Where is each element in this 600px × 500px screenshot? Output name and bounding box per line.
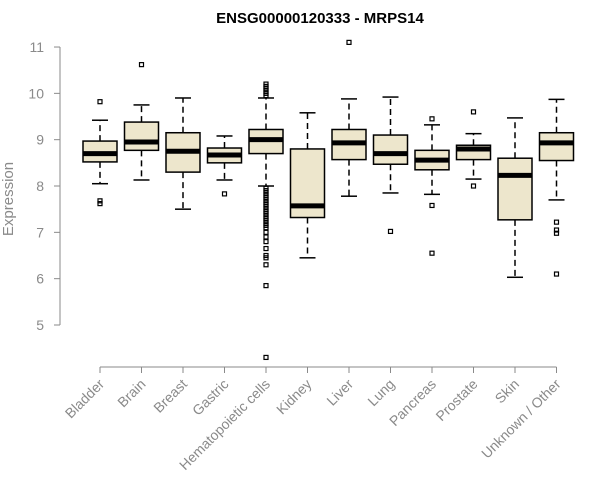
outlier-point: [346, 39, 352, 45]
outlier-point: [97, 201, 103, 207]
y-tick-label: 7: [36, 224, 44, 240]
box-hematopoietic-cells: [248, 81, 284, 361]
y-tick-label: 10: [28, 85, 44, 101]
outlier-point: [429, 116, 435, 122]
iqr-box: [538, 131, 575, 162]
x-tick-label: Unknown / Other: [478, 376, 564, 462]
y-axis: 5 6 7 8 9 10 11: [28, 39, 61, 333]
outlier-point: [263, 239, 269, 245]
outlier-point: [429, 202, 435, 209]
box-unknown-other: [538, 98, 575, 277]
outlier-point: [263, 234, 269, 240]
outlier-point: [553, 230, 560, 236]
box-lung: [372, 96, 409, 235]
iqr-box: [123, 121, 160, 152]
y-axis-label: Expression: [0, 162, 17, 236]
y-tick-label: 9: [36, 132, 44, 148]
box-breast: [165, 97, 201, 210]
outlier-point: [263, 262, 269, 268]
box-skin: [497, 117, 533, 279]
outlier-point: [263, 225, 269, 231]
x-tick-label: Breast: [150, 376, 190, 416]
outlier-point: [553, 219, 560, 225]
outlier-point: [470, 183, 477, 189]
chart-title: ENSG00000120333 - MRPS14: [216, 10, 424, 27]
y-tick-label: 6: [36, 271, 44, 287]
outlier-point: [263, 245, 269, 252]
outlier-point: [97, 198, 103, 204]
outlier-point: [138, 62, 145, 68]
outlier-point: [553, 227, 560, 233]
outlier-point: [470, 109, 477, 115]
x-tick-label: Brain: [114, 376, 148, 410]
iqr-box: [372, 134, 409, 165]
box-brain: [123, 62, 160, 181]
outlier-point: [429, 250, 435, 256]
box-prostate: [455, 109, 492, 189]
box-bladder: [82, 99, 118, 207]
x-tick-label: Bladder: [62, 376, 108, 422]
box-pancreas: [414, 116, 450, 256]
outlier-point: [263, 255, 269, 261]
y-tick-label: 5: [36, 317, 44, 333]
y-tick-label: 11: [29, 39, 44, 55]
outlier-point: [387, 228, 394, 235]
x-tick-label: Skin: [492, 376, 523, 407]
outlier-point: [263, 93, 269, 99]
outlier-point: [97, 99, 103, 105]
x-tick-label: Kidney: [273, 376, 315, 418]
outlier-point: [263, 229, 269, 235]
x-tick-label: Lung: [364, 376, 397, 409]
outlier-point: [263, 354, 269, 361]
box-kidney: [289, 112, 326, 259]
iqr-box: [497, 157, 533, 221]
x-tick-label: Liver: [323, 376, 356, 409]
box-liver: [331, 39, 367, 197]
box-gastric: [206, 135, 243, 197]
y-tick-label: 8: [36, 178, 44, 194]
plot-area: [82, 39, 575, 361]
x-tick-label: Prostate: [432, 376, 480, 424]
outlier-point: [263, 283, 269, 289]
outlier-point: [221, 191, 228, 197]
outlier-point: [553, 271, 560, 277]
